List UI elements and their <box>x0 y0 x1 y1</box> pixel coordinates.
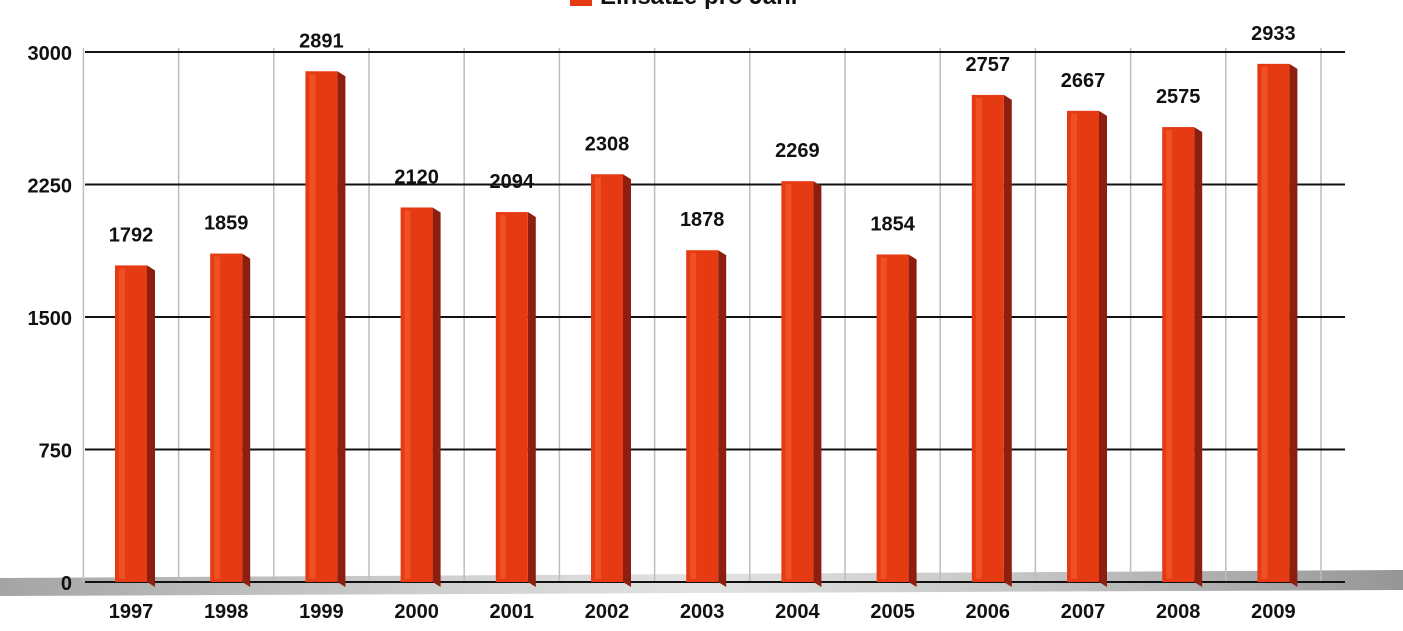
bar-side <box>813 181 822 588</box>
bar-front <box>1257 63 1290 582</box>
bar-highlight <box>975 97 982 580</box>
x-tick-label: 2008 <box>1156 601 1201 623</box>
bar-highlight <box>880 257 887 579</box>
bar-value-label: 2575 <box>1156 86 1201 108</box>
bar-value-label: 2308 <box>585 133 630 155</box>
bar-value-label: 2094 <box>490 171 535 193</box>
bar-front <box>1067 110 1099 582</box>
data-labels: 1792 1859 2891 2120 2094 2308 1878 2269 1854 2757… <box>109 23 1296 247</box>
bar <box>591 174 631 587</box>
bar-value-label: 2667 <box>1061 70 1106 92</box>
bar-side <box>242 253 251 587</box>
x-tick-label: 2002 <box>585 601 630 623</box>
bar-value-label: 2757 <box>966 54 1011 76</box>
bar-highlight <box>214 256 221 579</box>
bar-front <box>115 265 147 582</box>
bar-highlight <box>1071 113 1077 579</box>
x-axis-tick-labels: 1997 1998 1999 2000 2001 2002 2003 2004 2005 2006… <box>109 601 1296 623</box>
bar-front <box>781 181 814 583</box>
bar-front <box>591 174 623 582</box>
bar-highlight <box>1166 130 1173 580</box>
bar-front <box>876 254 909 582</box>
bar <box>400 207 441 587</box>
bar-front <box>971 94 1004 583</box>
bar-highlight <box>119 268 125 579</box>
legend: Einsätze pro Jahr <box>570 0 800 10</box>
bar <box>1257 63 1298 587</box>
bar-highlight <box>690 253 697 579</box>
bar-side <box>432 207 441 587</box>
bar-side <box>718 250 727 587</box>
y-tick-label: 1500 <box>28 308 73 330</box>
bar-front <box>400 207 433 582</box>
x-tick-label: 1997 <box>109 601 154 623</box>
bar-side <box>337 71 346 588</box>
bar-side <box>1003 94 1012 588</box>
bar-front <box>686 250 719 582</box>
x-tick-label: 2006 <box>966 601 1011 623</box>
y-tick-label: 3000 <box>28 43 73 65</box>
bar-value-label: 1792 <box>109 224 154 246</box>
bar <box>971 94 1012 588</box>
x-tick-label: 1998 <box>204 601 249 623</box>
bar-side <box>527 212 536 587</box>
x-tick-label: 2000 <box>394 601 439 623</box>
y-tick-label: 2250 <box>28 176 73 198</box>
bar <box>1162 127 1203 587</box>
x-tick-label: 1999 <box>299 601 344 623</box>
legend-swatch <box>570 0 592 6</box>
bar-front <box>495 212 528 582</box>
bars <box>115 63 1298 588</box>
bar-side <box>623 174 631 587</box>
bar <box>686 250 727 587</box>
x-tick-label: 2007 <box>1061 601 1106 623</box>
x-tick-label: 2004 <box>775 601 820 623</box>
bar-value-label: 2891 <box>299 30 344 52</box>
bar <box>1067 110 1107 587</box>
bar-highlight <box>499 215 506 579</box>
bar-highlight <box>785 184 792 580</box>
bar-highlight <box>1261 66 1268 579</box>
y-axis-tick-labels: 0 750 1500 2250 3000 <box>28 43 73 595</box>
bar-value-label: 1859 <box>204 213 249 235</box>
bar-value-label: 2933 <box>1251 23 1296 45</box>
bar-value-label: 2269 <box>775 140 820 162</box>
vertical-gridlines <box>82 48 1322 582</box>
bar <box>305 71 346 588</box>
bar-value-label: 2120 <box>394 166 439 188</box>
bar-side <box>908 254 917 587</box>
bar <box>210 253 251 587</box>
bar-side <box>1289 63 1298 587</box>
bar-value-label: 1878 <box>680 209 725 231</box>
bar-highlight <box>595 177 601 579</box>
bar <box>495 212 536 587</box>
bar-front <box>1162 127 1195 582</box>
bar-side <box>1194 127 1203 587</box>
bar-highlight <box>309 74 316 580</box>
bar <box>115 265 155 587</box>
bar <box>781 181 822 588</box>
x-tick-label: 2009 <box>1251 601 1296 623</box>
bar-front <box>305 71 338 583</box>
bar-side <box>1099 110 1107 587</box>
bar-value-label: 1854 <box>870 213 915 235</box>
bar <box>876 254 917 587</box>
x-tick-label: 2001 <box>490 601 535 623</box>
x-tick-label: 2005 <box>870 601 915 623</box>
bar-side <box>147 265 155 587</box>
x-tick-label: 2003 <box>680 601 725 623</box>
bar-highlight <box>404 210 411 579</box>
legend-label: Einsätze pro Jahr <box>600 0 800 10</box>
y-tick-label: 750 <box>39 441 72 463</box>
bar-front <box>210 253 243 582</box>
y-tick-label: 0 <box>61 573 72 595</box>
